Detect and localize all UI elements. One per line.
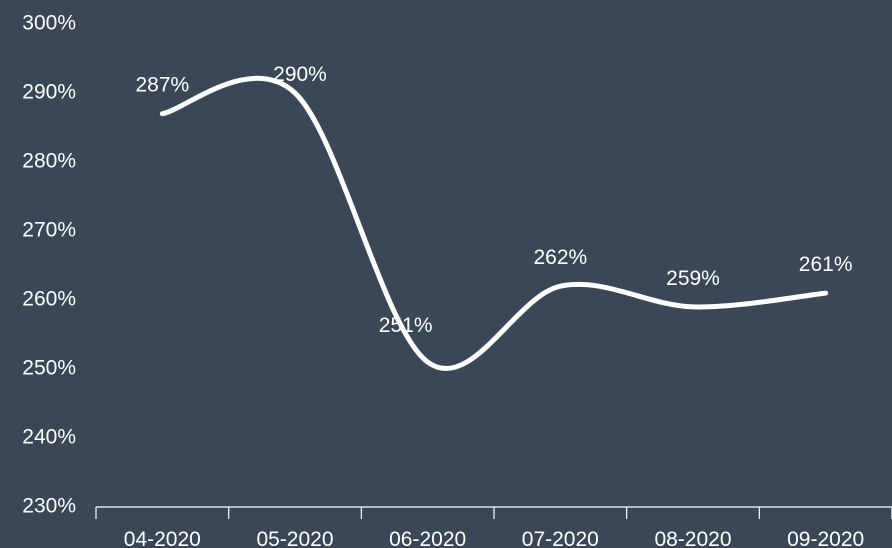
y-axis-ticks: 230% 240% 250% 260% 270% 280% 290% 300% bbox=[22, 12, 76, 518]
y-tick-label: 260% bbox=[22, 288, 76, 311]
data-label: 251% bbox=[379, 314, 433, 337]
x-tick-label: 04-2020 bbox=[124, 528, 201, 548]
data-label: 261% bbox=[799, 253, 853, 276]
y-tick-label: 240% bbox=[22, 426, 76, 449]
data-label: 287% bbox=[135, 74, 189, 97]
x-tick-label: 08-2020 bbox=[654, 528, 731, 548]
data-labels: 287% 290% 251% 262% 259% 261% bbox=[135, 63, 852, 337]
y-tick-label: 270% bbox=[22, 219, 76, 242]
x-tick-label: 09-2020 bbox=[787, 528, 864, 548]
data-label: 259% bbox=[666, 267, 720, 290]
x-axis-ticks: 04-2020 05-2020 06-2020 07-2020 08-2020 09-20… bbox=[95, 507, 892, 548]
x-tick-label: 06-2020 bbox=[389, 528, 466, 548]
data-label: 262% bbox=[533, 246, 587, 269]
y-tick-label: 280% bbox=[22, 150, 76, 173]
series-line bbox=[159, 75, 829, 371]
x-tick-label: 05-2020 bbox=[256, 528, 333, 548]
y-tick-label: 230% bbox=[22, 495, 76, 518]
data-label: 290% bbox=[273, 63, 327, 86]
y-tick-label: 250% bbox=[22, 357, 76, 380]
y-tick-label: 300% bbox=[22, 12, 76, 35]
y-tick-label: 290% bbox=[22, 81, 76, 104]
x-tick-label: 07-2020 bbox=[522, 528, 599, 548]
